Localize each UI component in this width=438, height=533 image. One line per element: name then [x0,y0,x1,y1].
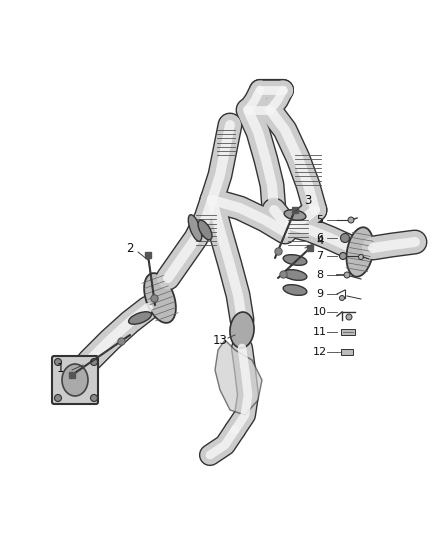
Bar [341,349,353,355]
Circle shape [339,253,346,260]
Text: 4: 4 [316,233,324,246]
Circle shape [54,394,61,401]
Ellipse shape [62,364,88,396]
Text: 12: 12 [313,347,327,357]
Circle shape [340,233,350,243]
Ellipse shape [283,255,307,265]
Circle shape [344,272,350,278]
Circle shape [91,359,98,366]
Ellipse shape [346,227,374,277]
Circle shape [358,254,364,260]
Ellipse shape [198,220,212,240]
Ellipse shape [283,270,307,280]
Text: 5: 5 [317,215,324,225]
Text: 13: 13 [212,334,227,346]
Circle shape [54,359,61,366]
Text: 2: 2 [126,241,134,254]
Text: 6: 6 [317,233,324,243]
Text: 7: 7 [316,251,324,261]
Text: 10: 10 [313,307,327,317]
FancyBboxPatch shape [52,356,98,404]
Polygon shape [215,340,262,415]
Ellipse shape [144,273,176,323]
Text: 8: 8 [316,270,324,280]
Ellipse shape [283,285,307,295]
Ellipse shape [284,209,306,220]
Circle shape [346,314,352,320]
Text: 11: 11 [313,327,327,337]
Ellipse shape [129,312,152,324]
Text: 3: 3 [304,193,312,206]
Text: 1: 1 [56,361,64,375]
Ellipse shape [230,312,254,348]
Circle shape [348,217,354,223]
Circle shape [339,295,345,301]
Text: 9: 9 [316,289,324,299]
Circle shape [91,394,98,401]
Bar [341,329,355,335]
Ellipse shape [188,215,202,241]
